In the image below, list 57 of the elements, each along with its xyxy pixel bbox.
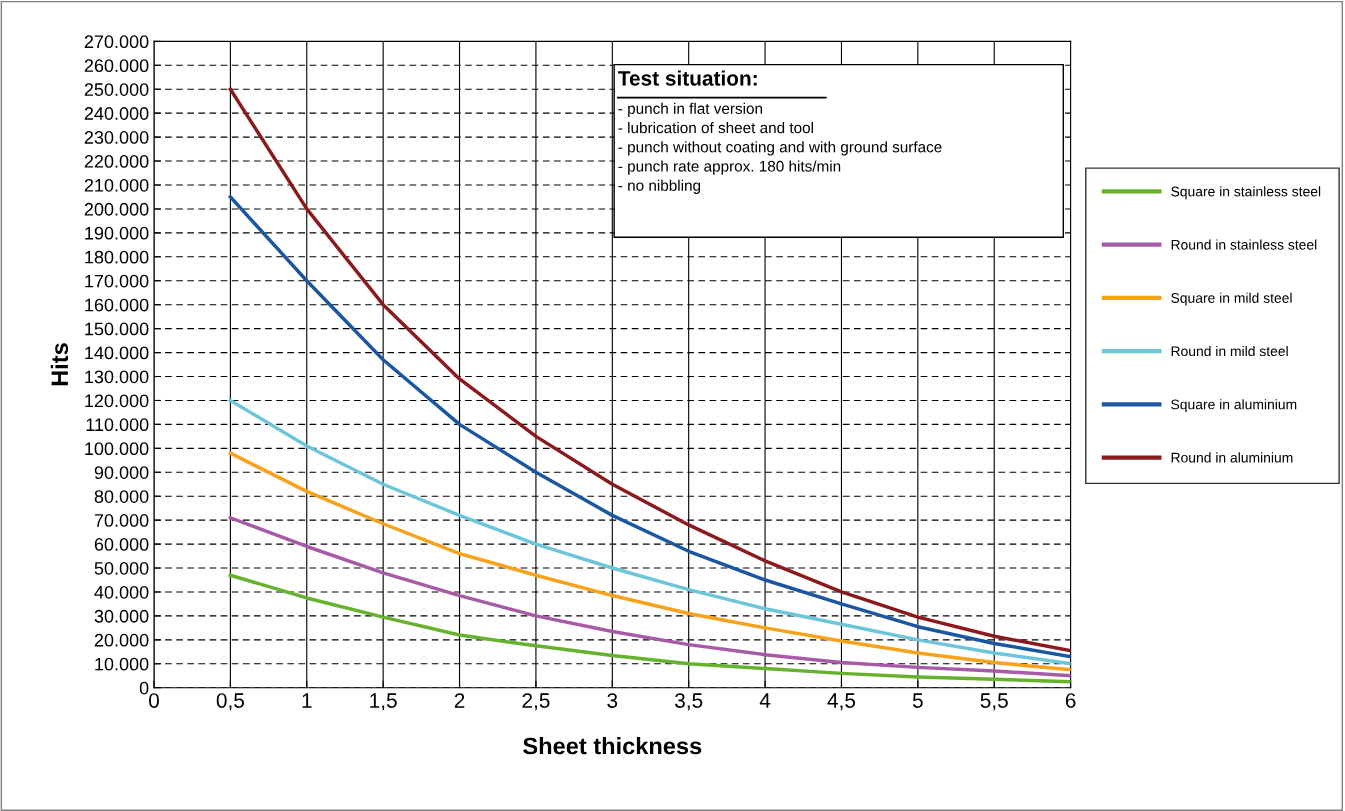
y-tick-label: 90.000 xyxy=(94,466,149,479)
y-tick-label: 120.000 xyxy=(85,394,149,408)
legend-label: Square in mild steel xyxy=(1171,292,1292,306)
y-tick-label: 80.000 xyxy=(94,490,149,503)
x-tick-label: 3,5 xyxy=(675,693,703,711)
x-tick-label: 2,5 xyxy=(522,693,550,711)
y-tick-label: 220.000 xyxy=(84,154,149,168)
annotation: Test situation: xyxy=(618,70,757,86)
y-tick-label: 70.000 xyxy=(94,514,149,527)
y-tick-label: 160.000 xyxy=(85,298,149,312)
y-tick-label: 200.000 xyxy=(84,202,149,216)
legend-label: Square in aluminium xyxy=(1171,399,1297,413)
y-tick-label: 210.000 xyxy=(84,178,149,192)
legend-label: Round in aluminium xyxy=(1171,452,1293,463)
y-tick-label: 0 xyxy=(139,681,149,695)
x-tick-label: 5,5 xyxy=(980,693,1008,711)
y-tick-label: 40.000 xyxy=(94,585,149,599)
line-series xyxy=(228,195,1071,659)
y-tick-label: 130.000 xyxy=(85,370,149,384)
y-tick-label: 150.000 xyxy=(85,322,149,336)
x-tick-label: 5 xyxy=(912,693,923,708)
y-tick-label: 140.000 xyxy=(85,346,149,360)
legend-label: Round in stainless steel xyxy=(1171,239,1317,250)
line-series xyxy=(228,87,1071,653)
legend-label: Round in mild steel xyxy=(1171,345,1288,357)
x-tick-label: 1,5 xyxy=(370,693,397,711)
annotation: - punch in flat version - lubrication of sheet and tool - punch without coating and with ground surface - punch rate approx. 180 hits/min - no nibbling xyxy=(618,102,942,194)
y-tick-label: 100.000 xyxy=(85,442,149,456)
line-series xyxy=(228,573,1071,684)
line-series xyxy=(228,451,1071,672)
y-tick-label: 170.000 xyxy=(85,274,149,288)
y-tick-label: 180.000 xyxy=(85,250,149,264)
y-tick-label: 240.000 xyxy=(84,107,149,120)
line-series xyxy=(228,516,1071,678)
y-tick-label: 10.000 xyxy=(95,657,149,671)
y-tick-label: 20.000 xyxy=(94,633,149,647)
y-tick-label: 260.000 xyxy=(84,59,149,73)
line-series xyxy=(228,398,1071,666)
y-axis-title: Hits xyxy=(50,343,69,386)
x-tick-label: 3 xyxy=(607,693,618,708)
y-tick-label: 30.000 xyxy=(94,609,149,623)
x-tick-label: 2 xyxy=(454,693,465,708)
x-tick-label: 4 xyxy=(759,693,771,708)
x-tick-label: 6 xyxy=(1065,693,1076,708)
y-tick-label: 250.000 xyxy=(84,83,149,96)
legend-label: Square in stainless steel xyxy=(1171,186,1321,200)
y-tick-label: 110.000 xyxy=(86,418,149,432)
x-axis-title: Sheet thickness xyxy=(523,737,702,755)
x-tick-label: 0 xyxy=(149,693,159,708)
y-tick-label: 190.000 xyxy=(85,226,149,240)
y-tick-label: 60.000 xyxy=(94,538,149,551)
y-tick-label: 230.000 xyxy=(84,131,149,144)
x-tick-label: 0,5 xyxy=(216,693,244,711)
x-tick-label: 1 xyxy=(302,693,312,708)
y-tick-label: 270.000 xyxy=(84,35,149,49)
x-tick-label: 4,5 xyxy=(827,693,856,711)
y-tick-label: 50.000 xyxy=(94,561,149,575)
